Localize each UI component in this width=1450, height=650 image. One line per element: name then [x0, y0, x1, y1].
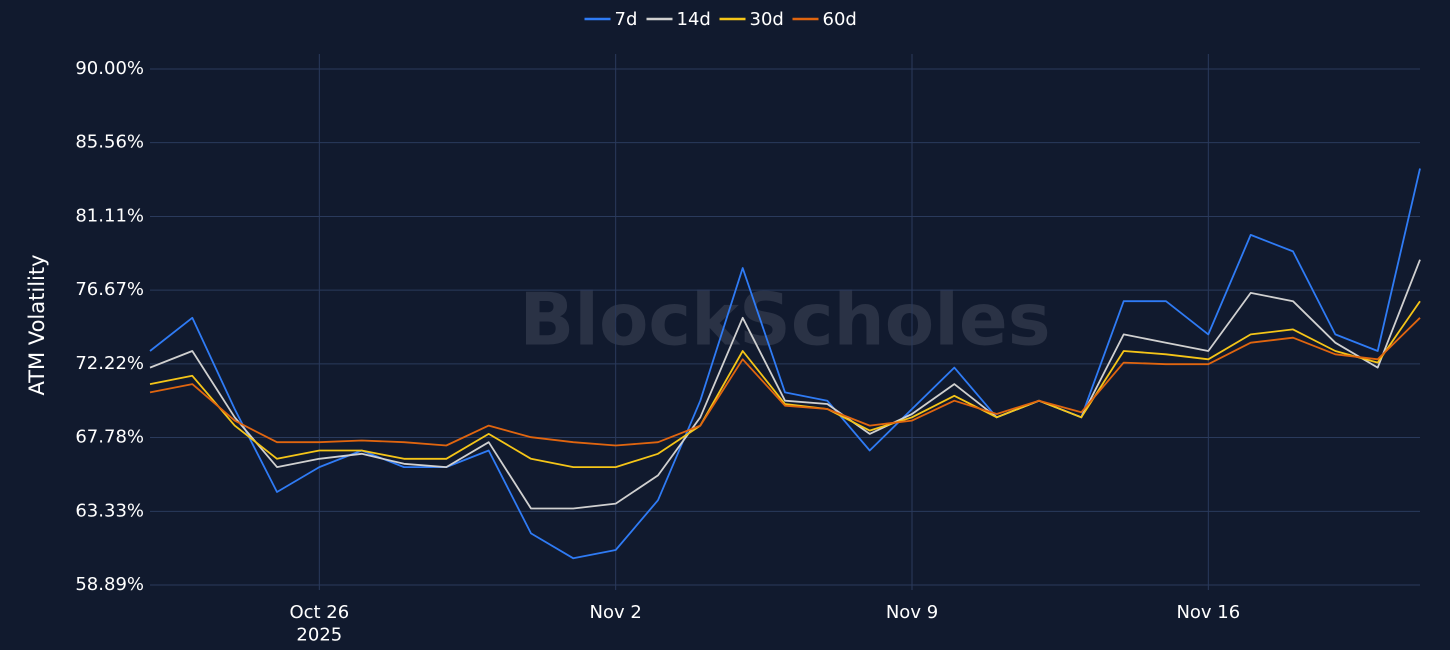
- y-tick-label: 58.89%: [75, 574, 144, 595]
- legend-label: 60d: [823, 9, 857, 30]
- series-line: [149, 317, 1421, 447]
- x-tick-label: Oct 26 2025: [289, 602, 349, 646]
- legend-label: 7d: [615, 9, 638, 30]
- y-tick-label: 81.11%: [75, 205, 144, 226]
- x-tick-label: Nov 2: [590, 602, 642, 623]
- x-tick-label: Nov 9: [886, 602, 938, 623]
- y-tick-label: 63.33%: [75, 500, 144, 521]
- series-line: [149, 300, 1421, 468]
- y-tick-label: 72.22%: [75, 353, 144, 374]
- y-tick-label: 90.00%: [75, 58, 144, 79]
- watermark: BlockScholes: [519, 278, 1050, 362]
- x-tick-label: Nov 16: [1176, 602, 1240, 623]
- legend-label: 30d: [750, 9, 784, 30]
- y-tick-label: 76.67%: [75, 279, 144, 300]
- y-tick-label: 85.56%: [75, 132, 144, 153]
- y-axis-label: ATM Volatility: [25, 254, 49, 395]
- legend-label: 14d: [677, 9, 711, 30]
- series-line: [149, 259, 1421, 510]
- y-tick-label: 67.78%: [75, 427, 144, 448]
- series-line: [149, 168, 1421, 560]
